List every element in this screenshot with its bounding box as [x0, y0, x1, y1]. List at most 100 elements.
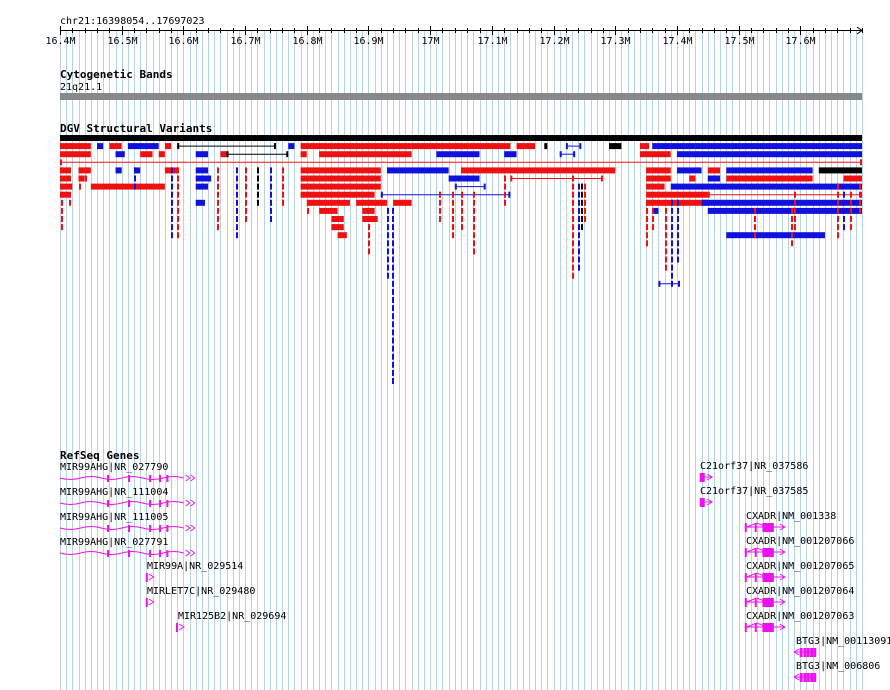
variant-mark [177, 167, 179, 174]
variant-block [504, 151, 517, 158]
gene-entry: MIRLET7C|NR_029480 [145, 586, 255, 607]
variant-mark [79, 183, 81, 190]
variant-mark [504, 199, 506, 206]
gene-exon [799, 673, 803, 682]
variant-mark [473, 248, 475, 255]
variant-block [646, 175, 671, 182]
strand-arrow-icon [178, 623, 185, 631]
gene-exon [128, 550, 131, 557]
gene-exon [762, 523, 767, 532]
variant-end [510, 175, 513, 182]
gene-exon [764, 598, 769, 607]
variant-end [573, 151, 576, 158]
variant-block [195, 183, 209, 190]
variant-mark [581, 183, 583, 190]
variant-mark [581, 191, 583, 198]
variant-block [60, 175, 70, 182]
variant-mark [392, 297, 394, 303]
gene-label: MIR99AHG|NR_027791 [60, 537, 168, 548]
gene-label: BTG3|NM_00113091 [796, 636, 890, 647]
variant-block [195, 175, 212, 182]
variant-mark [578, 248, 580, 255]
variant-mark [69, 175, 71, 182]
variant-mark [392, 345, 394, 352]
variant-mark [671, 199, 673, 206]
variant-block [60, 183, 73, 190]
strand-arrow-icon [779, 598, 786, 606]
gene-exon [754, 548, 757, 557]
variant-end [508, 191, 511, 198]
gene-exon [754, 623, 757, 632]
variant-block [97, 143, 104, 150]
variant-mark [850, 216, 852, 222]
variant-mark [578, 264, 580, 271]
strand-arrow-icon [190, 474, 196, 482]
variant-mark [236, 207, 238, 214]
variant-mark [843, 207, 845, 214]
variant-mark [646, 240, 648, 247]
variant-mark [754, 216, 756, 222]
variant-mark [387, 256, 389, 263]
ruler-tick-label: 17.6M [785, 36, 815, 47]
gene-exon [128, 500, 131, 507]
variant-mark [665, 264, 667, 271]
variant-block [726, 167, 813, 174]
gene-exon [769, 598, 774, 607]
variant-block [195, 199, 205, 206]
refseq-genes-track[interactable]: MIR99AHG|NR_027790 MIR99AHG|NR_111004 MIR9… [59, 461, 890, 682]
ruler-tick-label: 17M [421, 36, 439, 47]
variant-mark [504, 191, 506, 198]
variant-mark [387, 272, 389, 279]
variant-mark [473, 199, 475, 206]
variant-mark [171, 216, 173, 222]
variant-mark [368, 240, 370, 247]
variant-block [818, 167, 862, 174]
strand-arrow-icon [793, 648, 800, 656]
variant-mark [572, 256, 574, 263]
strand-arrow-icon [779, 573, 786, 581]
variant-mark [850, 191, 852, 198]
gene-exon [769, 623, 774, 632]
variant-block [115, 167, 122, 174]
variant-mark [581, 224, 583, 231]
variant-mark [504, 175, 506, 182]
gene-exon [764, 623, 769, 632]
variant-mark [392, 378, 394, 384]
gene-exon [762, 623, 767, 632]
variant-mark [387, 240, 389, 247]
variant-mark [452, 224, 454, 231]
variant-mark [282, 199, 284, 206]
gene-label: MIR99A|NR_029514 [147, 561, 243, 572]
variant-mark [581, 207, 583, 214]
scale-ruler[interactable]: 16.4M 16.5M 16.6M 16.7M 16.8M 16.9M 17M 17.1M 17… [45, 26, 863, 47]
variant-mark [671, 216, 673, 222]
variant-block [461, 167, 616, 174]
variant-block [306, 199, 350, 206]
gene-exon [149, 500, 152, 507]
variant-mark [177, 199, 179, 206]
variant-mark [392, 248, 394, 255]
variant-mark [572, 248, 574, 255]
variant-mark [387, 248, 389, 255]
variant-mark [69, 183, 71, 190]
variant-block [646, 191, 708, 198]
variant-mark [794, 207, 796, 214]
cytoband-bar[interactable] [60, 93, 862, 100]
variant-mark [439, 191, 441, 198]
variant-mark [217, 167, 219, 174]
variant-mark [387, 264, 389, 271]
variant-block [652, 143, 696, 150]
variant-mark [671, 207, 673, 214]
variant-mark [177, 224, 179, 231]
variant-mark [236, 175, 238, 182]
variant-mark [392, 272, 394, 279]
variant-block [127, 143, 159, 150]
gene-entry: CXADR|NM_001207065 [744, 561, 854, 582]
variant-mark [257, 183, 259, 190]
dgv-variants-track[interactable] [60, 135, 862, 384]
variant-mark [677, 216, 679, 222]
variant-mark [236, 216, 238, 222]
variant-mark [217, 224, 219, 231]
variant-block [436, 151, 480, 158]
variant-mark [584, 183, 586, 190]
